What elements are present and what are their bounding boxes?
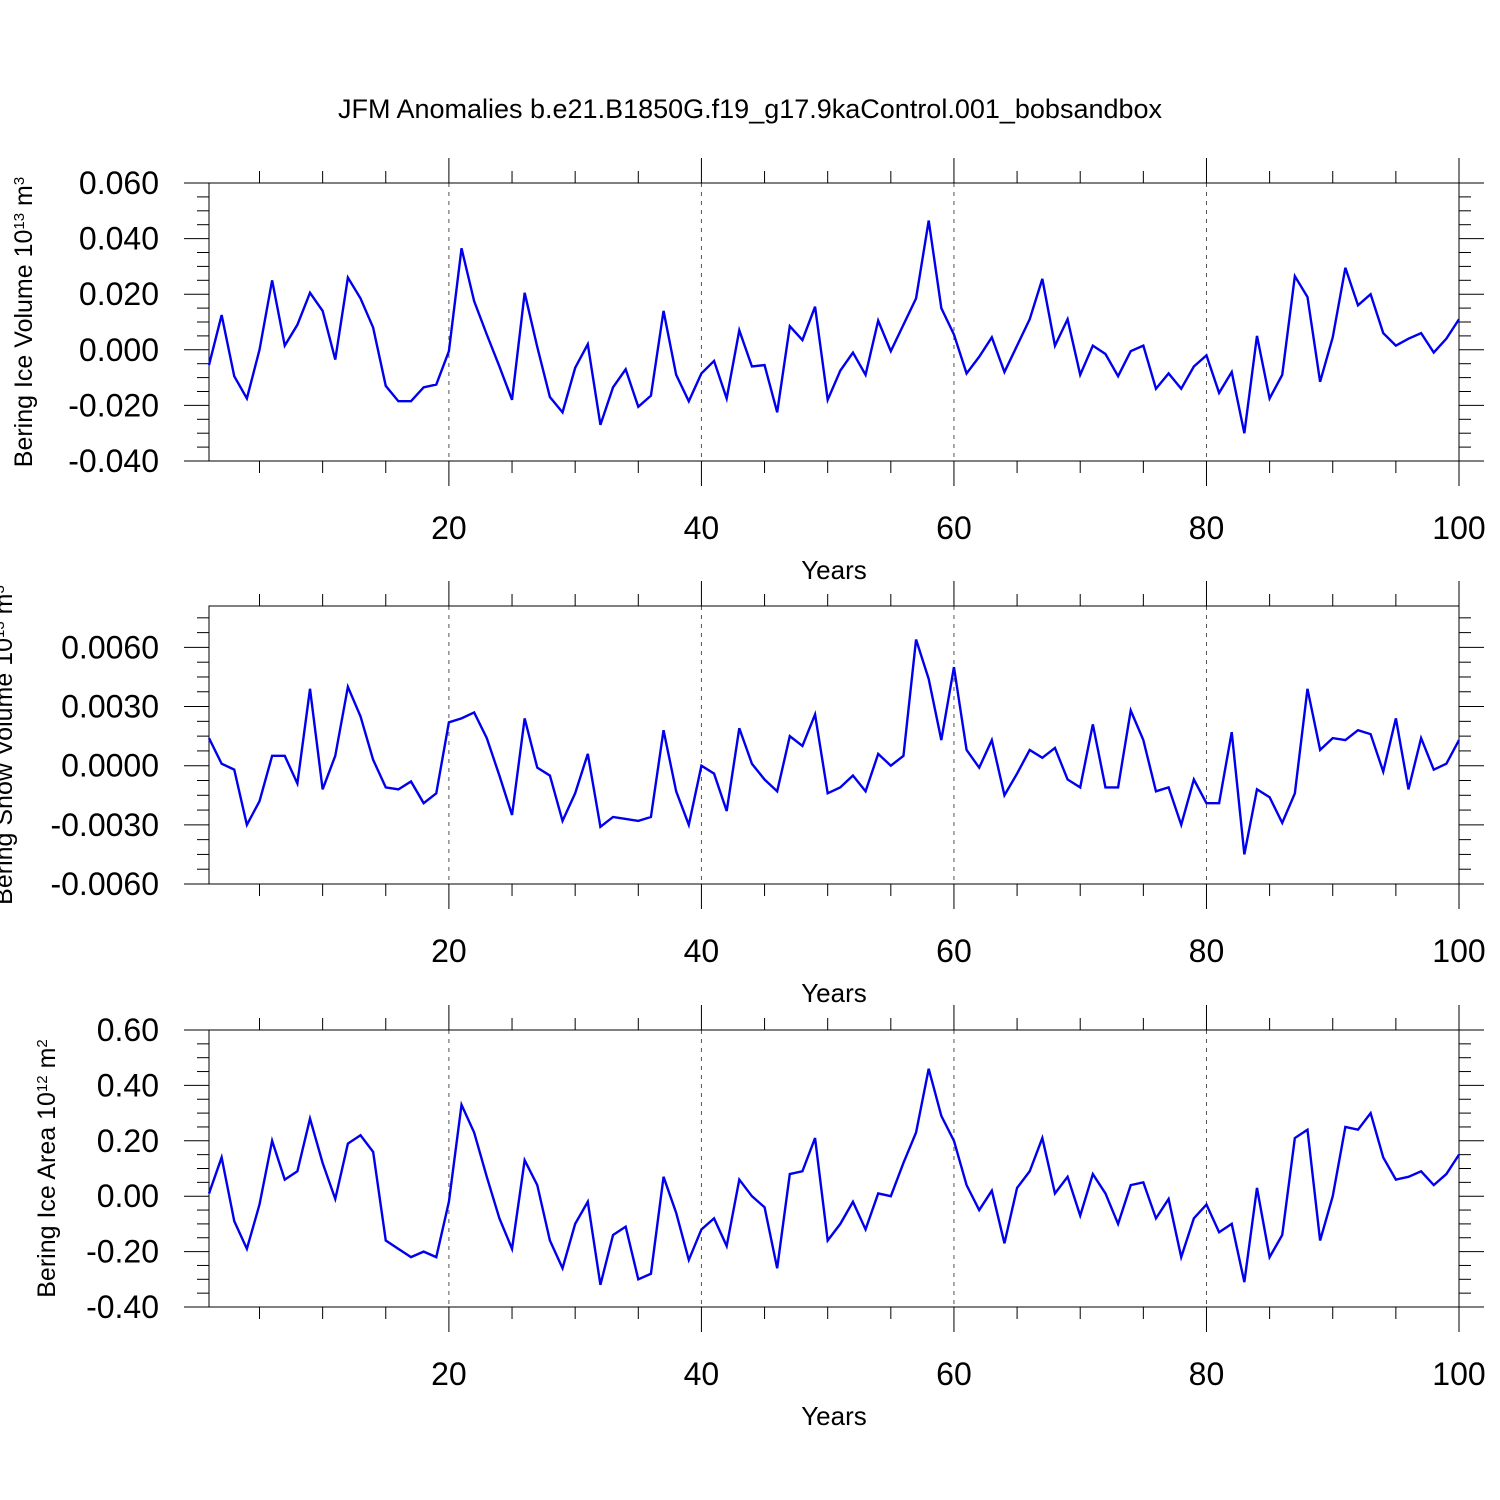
y-tick-label: -0.40 xyxy=(86,1289,159,1325)
x-tick-label: 40 xyxy=(684,933,720,969)
x-tick-label: 80 xyxy=(1189,933,1225,969)
x-axis-label: Years xyxy=(801,978,867,1008)
x-tick-label: 60 xyxy=(936,510,972,546)
y-tick-label: 0.020 xyxy=(79,276,159,312)
series-line xyxy=(207,220,1461,434)
panels-group: 20 40 60 80 100 Years -0.040 -0.020 0.000 0.020 0.… xyxy=(0,158,1486,1431)
y-axis-label-unit: m xyxy=(0,594,18,622)
y-axis-label: Bering Ice Area 1012 m2 xyxy=(33,1039,61,1298)
y-axis-label-unit: m xyxy=(33,1048,61,1076)
y-axis-label-unit-exponent: 3 xyxy=(11,177,28,185)
y-tick-label: 0.0060 xyxy=(61,629,159,665)
y-tick-label: 0.0030 xyxy=(61,689,159,725)
y-tick-label: 0.0000 xyxy=(61,748,159,784)
y-tick-label: 0.40 xyxy=(97,1067,159,1103)
y-tick-label: -0.0030 xyxy=(50,807,159,843)
x-tick-label: 60 xyxy=(936,933,972,969)
x-tick-label: 20 xyxy=(431,933,467,969)
series-line xyxy=(207,639,1461,855)
plot-frame xyxy=(208,605,1460,885)
y-axis-label-text: Bering Ice Area 10 xyxy=(33,1092,61,1298)
y-tick-label: 0.060 xyxy=(79,165,159,201)
series-line xyxy=(207,1068,1461,1286)
y-tick-label: -0.0060 xyxy=(50,866,159,902)
y-axis-label-exponent: 13 xyxy=(11,213,28,230)
y-axis-label: Bering Ice Volume 1013 m3 xyxy=(10,177,38,467)
plot-frame xyxy=(208,1029,1460,1308)
x-tick-label: 80 xyxy=(1189,510,1225,546)
panel-2: 20 40 60 80 100 Years -0.0060 -0.0030 0.0000 0.00… xyxy=(0,581,1486,1008)
y-axis-label-text: Bering Snow Volume 10 xyxy=(0,638,18,905)
x-axis-label: Years xyxy=(801,555,867,585)
figure-title: JFM Anomalies b.e21.B1850G.f19_g17.9kaCo… xyxy=(338,94,1163,124)
x-tick-label: 20 xyxy=(431,510,467,546)
x-tick-label: 60 xyxy=(936,1356,972,1392)
y-axis-label-exponent: 13 xyxy=(0,621,8,638)
x-tick-label: 40 xyxy=(684,510,720,546)
panel-3: 20 40 60 80 100 Years -0.40 -0.20 0.00 0.20 0.40 0.… xyxy=(33,1005,1486,1431)
x-tick-label: 100 xyxy=(1432,933,1485,969)
y-axis-label-exponent: 12 xyxy=(34,1075,51,1092)
y-axis-label-unit-exponent: 2 xyxy=(34,1039,51,1047)
y-tick-label: -0.20 xyxy=(86,1234,159,1270)
x-tick-label: 100 xyxy=(1432,1356,1485,1392)
y-tick-label: -0.020 xyxy=(68,387,159,423)
x-tick-label: 40 xyxy=(684,1356,720,1392)
y-tick-label: 0.00 xyxy=(97,1178,159,1214)
y-axis-label-unit-exponent: 3 xyxy=(0,585,8,593)
panel-1: 20 40 60 80 100 Years -0.040 -0.020 0.000 0.020 0.… xyxy=(10,158,1486,585)
y-tick-label: -0.040 xyxy=(68,443,159,479)
y-tick-label: 0.000 xyxy=(79,332,159,368)
y-axis-label-text: Bering Ice Volume 10 xyxy=(10,230,38,468)
y-tick-label: 0.60 xyxy=(97,1012,159,1048)
plot-frame xyxy=(208,182,1460,462)
x-tick-label: 20 xyxy=(431,1356,467,1392)
x-tick-label: 80 xyxy=(1189,1356,1225,1392)
y-axis-label: Bering Snow Volume 1013 m3 xyxy=(0,585,18,905)
x-axis-label: Years xyxy=(801,1401,867,1431)
x-tick-label: 100 xyxy=(1432,510,1485,546)
y-tick-label: 0.20 xyxy=(97,1123,159,1159)
y-tick-label: 0.040 xyxy=(79,221,159,257)
y-axis-label-unit: m xyxy=(10,185,38,213)
